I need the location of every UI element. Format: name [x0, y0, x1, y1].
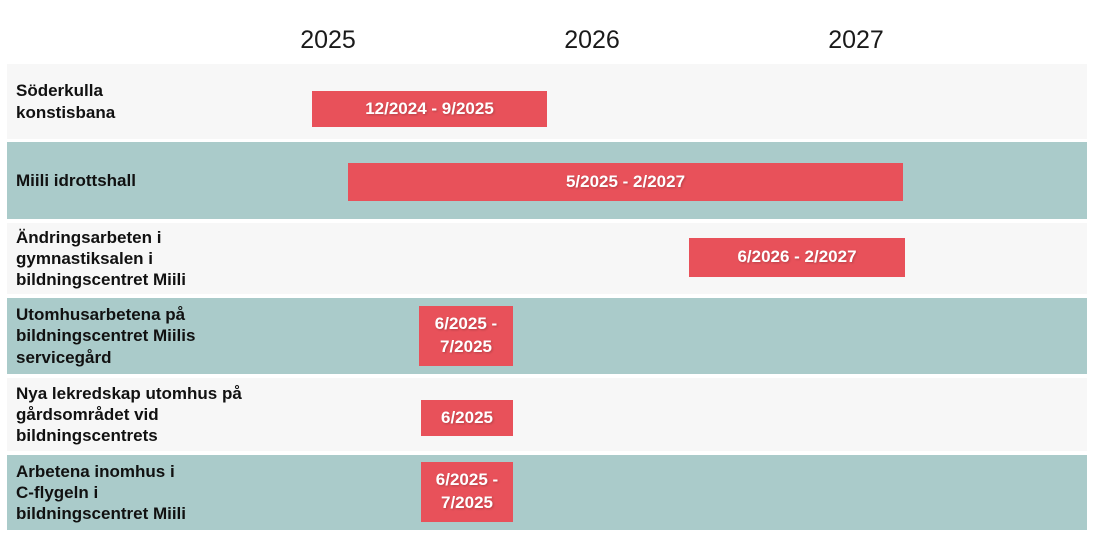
task-bar: 6/2025 - 7/2025: [421, 462, 513, 522]
task-bar-label: 12/2024 - 9/2025: [365, 98, 494, 118]
task-label: Arbetena inomhus i C-flygeln i bildnings…: [16, 461, 187, 524]
task-row-soderkulla-konstisbana: Söderkulla konstisbana: [7, 64, 1087, 139]
task-bar-label: 6/2025 - 7/2025: [434, 314, 498, 356]
task-label: Ändringsarbeten i gymnastiksalen i bildn…: [16, 227, 187, 290]
task-row-nya-lekredskap: Nya lekredskap utomhus på gårdsområdet v…: [7, 378, 1087, 451]
task-label: Miili idrottshall: [16, 170, 136, 190]
task-label: Utomhusarbetena på bildningscentret Miil…: [16, 305, 196, 367]
task-bar-label: 6/2026 - 2/2027: [737, 247, 857, 267]
axis-tick-2026: 2026: [564, 26, 620, 54]
task-row-miili-idrottshall: Miili idrottshall: [7, 142, 1087, 219]
task-row-arbetena-inomhus-c-flygeln: Arbetena inomhus i C-flygeln i bildnings…: [7, 455, 1087, 530]
task-bar-label: 6/2025: [441, 407, 493, 427]
task-bar: 12/2024 - 9/2025: [312, 91, 547, 127]
task-bar: 6/2026 - 2/2027: [689, 238, 905, 277]
task-label: Nya lekredskap utomhus på gårdsområdet v…: [16, 383, 242, 446]
task-bar: 6/2025: [421, 400, 513, 436]
task-bar: 6/2025 - 7/2025: [419, 306, 513, 366]
axis-tick-2027: 2027: [828, 26, 884, 54]
task-label: Söderkulla konstisbana: [16, 81, 116, 122]
task-row-andringsarbeten-gymnastiksalen: Ändringsarbeten i gymnastiksalen i bildn…: [7, 223, 1087, 294]
task-bar-label: 5/2025 - 2/2027: [565, 171, 686, 191]
axis-tick-2025: 2025: [300, 26, 356, 54]
task-bar-label: 6/2025 - 7/2025: [435, 470, 499, 512]
task-row-utomhusarbetena-servicegard: Utomhusarbetena på bildningscentret Miil…: [7, 298, 1087, 374]
task-bar: 5/2025 - 2/2027: [348, 163, 903, 201]
